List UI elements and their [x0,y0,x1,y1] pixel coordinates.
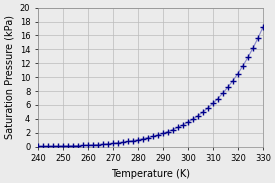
Y-axis label: Saturation Pressure (kPa): Saturation Pressure (kPa) [4,15,14,139]
X-axis label: Temperature (K): Temperature (K) [111,169,190,179]
